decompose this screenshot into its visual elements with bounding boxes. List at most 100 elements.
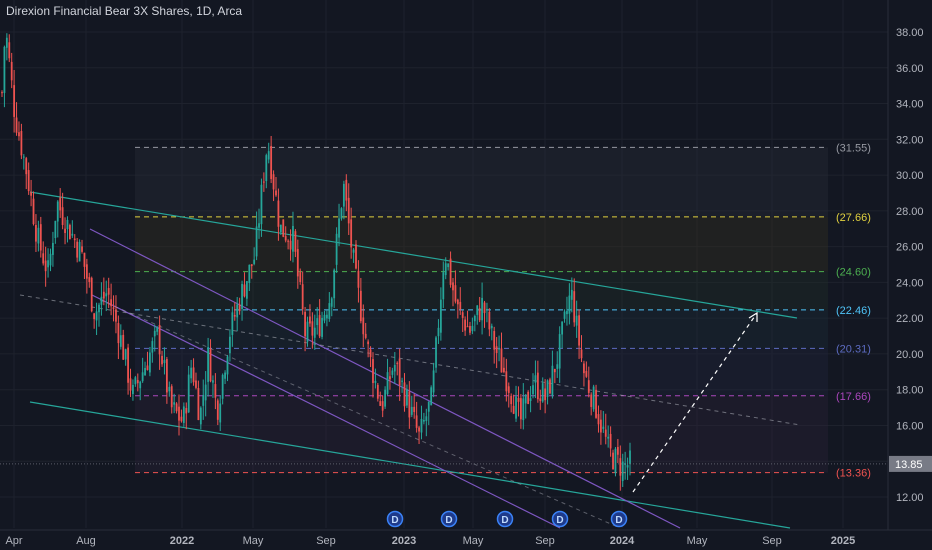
- candle-body: [442, 272, 445, 300]
- candle-body: [629, 450, 631, 464]
- y-tick-label: 16.00: [896, 420, 924, 432]
- candle-body: [100, 296, 103, 305]
- candle-body: [318, 315, 321, 337]
- dividend-marker[interactable]: D: [496, 510, 514, 528]
- candle-body: [435, 337, 437, 368]
- candle-body: [49, 253, 52, 266]
- candle-body: [609, 433, 612, 449]
- dividend-marker[interactable]: D: [551, 510, 569, 528]
- candle-body: [216, 400, 219, 420]
- y-tick-label: 20.00: [896, 349, 924, 361]
- candle-body: [321, 317, 323, 337]
- candle-body: [398, 358, 401, 386]
- last-price-badge: [889, 455, 932, 472]
- candle-body: [558, 334, 561, 369]
- candle-body: [212, 380, 214, 383]
- candle-body: [146, 365, 149, 371]
- channel-lower-line[interactable]: [29, 401, 791, 529]
- candle-body: [73, 238, 76, 241]
- candle-body: [406, 389, 408, 406]
- lower-midline-dashed: [99, 299, 621, 529]
- candle-body: [204, 384, 207, 401]
- candle-body: [311, 321, 314, 336]
- fib-level-label: (17.66): [836, 391, 871, 403]
- wedge-upper-line[interactable]: [89, 228, 681, 529]
- y-tick-label: 26.00: [896, 242, 924, 254]
- candle-body: [469, 325, 471, 333]
- candle-body: [544, 388, 547, 401]
- candle-body: [495, 346, 498, 354]
- candle-body: [376, 384, 379, 399]
- candle-body: [483, 302, 486, 314]
- candle-body: [292, 225, 294, 252]
- dividend-marker[interactable]: D: [386, 510, 404, 528]
- candle-body: [52, 242, 54, 255]
- candle-body: [105, 293, 108, 297]
- candle-body: [393, 364, 396, 372]
- candle-body: [604, 429, 607, 437]
- candle-body: [519, 398, 522, 420]
- candle-body: [44, 260, 47, 272]
- y-tick-label: 24.00: [896, 277, 924, 289]
- candle-body: [136, 379, 139, 384]
- candle-body: [326, 314, 328, 319]
- candle-body: [309, 316, 311, 324]
- candle-body: [10, 61, 13, 81]
- candle-body: [296, 249, 299, 277]
- candle-body: [410, 406, 413, 415]
- candle-body: [449, 258, 452, 285]
- candle-body: [456, 299, 459, 305]
- candle-body: [313, 327, 316, 338]
- candle-body: [333, 269, 336, 299]
- candle-body: [304, 311, 306, 337]
- x-tick-label: Apr: [5, 535, 22, 547]
- candles: [1, 33, 631, 491]
- candle-body: [59, 197, 62, 211]
- candle-body: [381, 401, 384, 411]
- candle-body: [359, 290, 362, 322]
- candle-body: [534, 375, 537, 383]
- last-price-label: 13.85: [895, 459, 923, 471]
- candle-body: [76, 241, 79, 258]
- candle-body: [37, 227, 40, 244]
- candle-body: [102, 291, 105, 299]
- dividend-marker[interactable]: D: [610, 510, 628, 528]
- wedge-lower-line[interactable]: [91, 294, 561, 529]
- dividend-marker[interactable]: D: [440, 510, 458, 528]
- candle-body: [260, 184, 263, 225]
- channel-upper-line[interactable]: [29, 191, 798, 319]
- candle-body: [66, 219, 69, 230]
- candle-body: [362, 317, 365, 335]
- candle-body: [600, 419, 602, 433]
- candle-body: [595, 389, 597, 418]
- grid: [0, 0, 888, 528]
- candle-body: [214, 384, 217, 398]
- candle-body: [85, 264, 88, 279]
- candle-body: [270, 146, 273, 180]
- x-tick-label: Sep: [762, 535, 782, 547]
- x-tick-label: May: [687, 535, 708, 547]
- candle-body: [626, 465, 629, 468]
- candle-body: [592, 386, 595, 410]
- candle-body: [575, 315, 578, 326]
- candle-body: [68, 224, 71, 240]
- candle-body: [56, 201, 59, 222]
- candle-body: [561, 321, 564, 335]
- candle-body: [549, 379, 551, 394]
- x-tick-label: Aug: [76, 535, 96, 547]
- candle-body: [444, 263, 447, 276]
- candle-body: [122, 334, 125, 360]
- x-tick-label: 2023: [392, 535, 416, 547]
- candle-body: [338, 218, 340, 238]
- candle-body: [187, 374, 190, 413]
- candle-body: [190, 367, 193, 379]
- candle-body: [98, 304, 100, 313]
- x-tick-label: 2025: [831, 535, 855, 547]
- trend-lines[interactable]: [19, 191, 801, 529]
- candle-body: [18, 132, 20, 137]
- candle-body: [165, 359, 168, 393]
- time-axis[interactable]: [0, 530, 932, 550]
- candle-body: [61, 207, 64, 225]
- dividend-marker-label: D: [445, 515, 452, 526]
